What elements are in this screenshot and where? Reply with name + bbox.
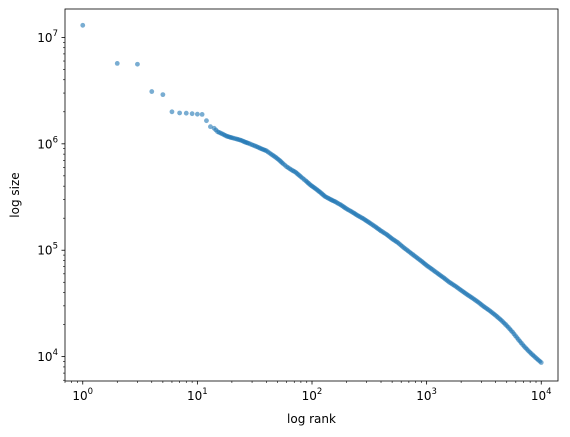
y-axis-label: log size xyxy=(8,172,22,217)
data-point xyxy=(80,22,86,28)
y-tick-label: 105 xyxy=(37,242,58,258)
data-point xyxy=(177,110,183,116)
data-points xyxy=(80,22,544,365)
plot-area xyxy=(65,9,558,381)
x-tick-label: 101 xyxy=(187,387,208,403)
data-point xyxy=(160,92,166,98)
y-tick-label: 104 xyxy=(37,348,58,364)
x-tick-label: 102 xyxy=(302,387,323,403)
data-point xyxy=(169,109,175,115)
x-tick-label: 104 xyxy=(531,387,552,403)
data-point xyxy=(183,110,189,116)
plot-frame xyxy=(64,8,559,382)
data-point xyxy=(194,111,200,117)
data-point xyxy=(149,89,155,94)
data-point xyxy=(204,118,209,124)
y-tick-label: 106 xyxy=(37,135,58,151)
data-point xyxy=(135,61,140,67)
data-point xyxy=(189,111,195,117)
data-point xyxy=(199,112,205,117)
x-axis-label: log rank xyxy=(287,412,336,426)
data-point xyxy=(114,61,120,66)
x-tick-label: 100 xyxy=(72,387,93,403)
data-point xyxy=(538,360,544,365)
x-tick-label: 103 xyxy=(416,387,437,403)
data-point xyxy=(208,124,213,130)
y-tick-label: 107 xyxy=(37,29,58,45)
